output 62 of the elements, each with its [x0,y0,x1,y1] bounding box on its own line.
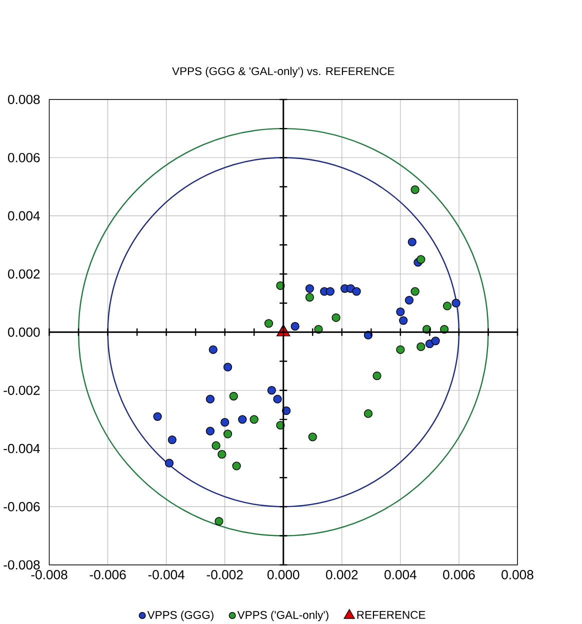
point [217,450,226,459]
point [206,426,214,436]
y-tick-label: 0.008 [8,94,40,104]
point [290,322,300,331]
point [232,462,241,470]
point [206,394,214,404]
point [264,319,273,328]
x-tick-label: -0.006 [90,570,126,580]
point [220,418,230,427]
point [153,412,162,421]
y-tick-label: -0.006 [4,502,40,512]
point [452,298,460,308]
point [410,287,420,296]
y-tick-label: -0.008 [4,560,40,570]
y-tick-label: -0.002 [4,386,40,395]
x-tick-label: 0.002 [326,570,358,580]
point [223,362,232,372]
point [223,430,232,438]
point [250,415,258,424]
point [208,345,218,354]
y-tick-label: 0.000 [8,328,40,337]
y-tick-label: 0.002 [8,269,40,279]
y-tick-label: 0.006 [8,152,40,162]
y-tick-label: -0.004 [4,444,40,454]
x-tick-label: -0.004 [148,570,184,580]
x-tick-label: 0.004 [384,570,416,580]
x-tick-label: -0.002 [206,570,243,580]
y-tick-label: 0.004 [8,211,40,220]
point [229,392,238,400]
point [273,394,282,404]
point [396,345,405,354]
x-tick-label: 0.008 [501,570,534,580]
point [305,292,314,302]
point [214,516,224,526]
point [416,255,426,264]
x-tick-label: 0.000 [267,570,300,580]
point [352,287,361,296]
chart-title: VPPS (GGG & 'GAL-only') vs. REFERENCE [172,66,394,78]
point [442,302,452,310]
legend-label: REFERENCE [357,610,426,619]
legend-label: VPPS (GGG) [147,610,214,622]
point [410,185,420,194]
point [308,432,317,442]
legend-label: VPPS ('GAL-only') [237,610,328,622]
point [168,435,176,444]
point [372,371,382,380]
point [305,284,314,293]
point [404,296,414,304]
point [326,287,334,296]
point [332,313,340,322]
point [212,441,220,450]
point [396,308,405,316]
point [267,386,276,395]
point [408,238,416,246]
x-tick-label: 0.006 [442,570,475,580]
point [431,336,440,346]
point [398,316,408,325]
x-tick-label: -0.008 [31,570,68,580]
point [164,458,174,468]
point [238,415,247,424]
point [364,409,372,418]
point [416,342,426,352]
